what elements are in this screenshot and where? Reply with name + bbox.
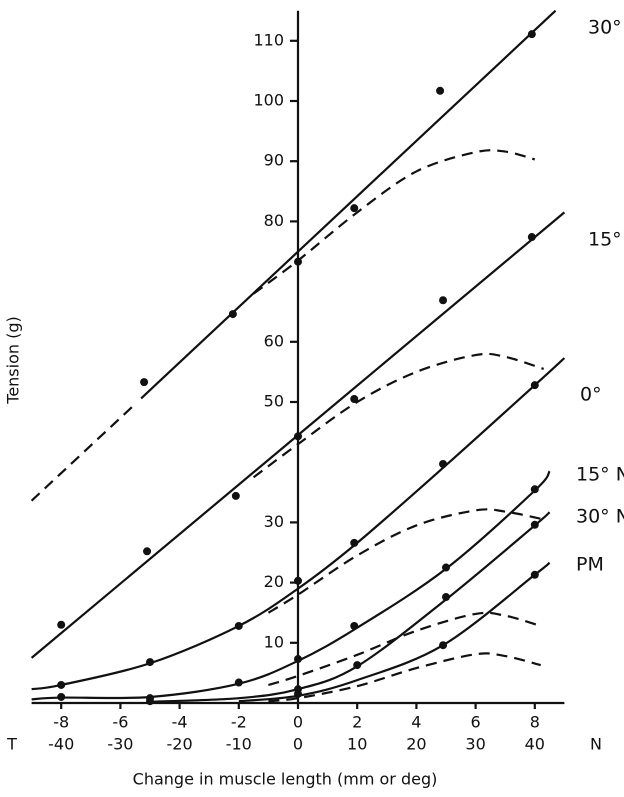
fit-line <box>140 9 557 400</box>
data-point <box>530 485 539 494</box>
data-point <box>439 641 448 650</box>
data-point <box>527 30 536 39</box>
y-tick-label: 50 <box>264 392 284 411</box>
dashed-curve <box>267 508 544 614</box>
x2-tick-label: -40 <box>48 735 74 754</box>
data-point <box>353 661 362 670</box>
data-point <box>57 692 66 701</box>
data-point <box>294 257 302 266</box>
dashed-curve <box>268 652 541 703</box>
series-label: 15° N <box>576 464 624 486</box>
series-label: 15° T <box>588 229 624 251</box>
data-point <box>143 547 152 556</box>
y-tick-label: 100 <box>253 91 284 110</box>
x-tick-label: 2 <box>352 713 362 732</box>
x2-tick-label: 20 <box>406 735 426 754</box>
data-point <box>294 432 302 441</box>
dashed-curve <box>252 352 545 479</box>
data-point <box>294 689 302 698</box>
data-point <box>436 86 445 95</box>
x2-tick-label: 10 <box>347 735 367 754</box>
data-point <box>294 655 302 664</box>
y-tick-label: 30 <box>264 512 284 531</box>
data-point <box>439 460 448 469</box>
x2-right-label: N <box>590 735 602 754</box>
y-tick-label: 60 <box>264 331 284 350</box>
data-point <box>228 310 237 319</box>
x-axis-title: Change in muscle length (mm or deg) <box>133 770 438 789</box>
data-point <box>57 680 66 689</box>
series-label: 0° <box>580 384 602 406</box>
y-tick-label: 80 <box>264 211 284 230</box>
x-tick-label: -4 <box>172 713 188 732</box>
y-tick-label: 110 <box>253 30 284 49</box>
data-point <box>350 394 359 403</box>
x-tick-label: 6 <box>471 713 481 732</box>
x2-tick-label: 40 <box>525 735 545 754</box>
data-point <box>530 520 539 529</box>
x2-tick-label: 0 <box>293 735 303 754</box>
x2-tick-label: -10 <box>226 735 252 754</box>
data-point <box>530 570 539 579</box>
x-tick-label: 4 <box>411 713 421 732</box>
x-tick-label: -2 <box>231 713 247 732</box>
series-label: PM <box>576 554 604 576</box>
data-point <box>294 576 302 585</box>
y-axis-title: Tension (g) <box>4 316 23 404</box>
fit-extension <box>30 406 133 502</box>
data-point <box>439 296 448 305</box>
x-tick-label: 8 <box>530 713 540 732</box>
data-point <box>350 621 359 630</box>
fit-line <box>31 357 566 691</box>
x-tick-label: 0 <box>293 713 303 732</box>
data-point <box>442 593 450 602</box>
y-tick-label: 20 <box>264 572 284 591</box>
x2-tick-label: -30 <box>107 735 133 754</box>
data-point <box>234 678 243 687</box>
y-tick-label: 90 <box>264 151 284 170</box>
data-point <box>231 491 240 500</box>
x-tick-label: -6 <box>112 713 128 732</box>
x2-tick-label: -20 <box>167 735 193 754</box>
series-label: 30° N <box>576 506 624 528</box>
data-point <box>350 538 359 547</box>
data-point <box>146 697 154 706</box>
data-point <box>57 620 66 629</box>
data-point <box>350 204 359 213</box>
data-point <box>234 621 243 630</box>
y-tick-label: 10 <box>264 632 284 651</box>
x2-tick-label: 30 <box>465 735 485 754</box>
data-point <box>146 658 154 667</box>
data-point <box>140 378 149 387</box>
series-label: 30° T <box>588 17 624 39</box>
x-tick-label: -8 <box>53 713 69 732</box>
x2-left-label: T <box>6 735 17 754</box>
data-point <box>530 381 539 390</box>
data-point <box>442 563 450 572</box>
data-point <box>527 233 536 242</box>
